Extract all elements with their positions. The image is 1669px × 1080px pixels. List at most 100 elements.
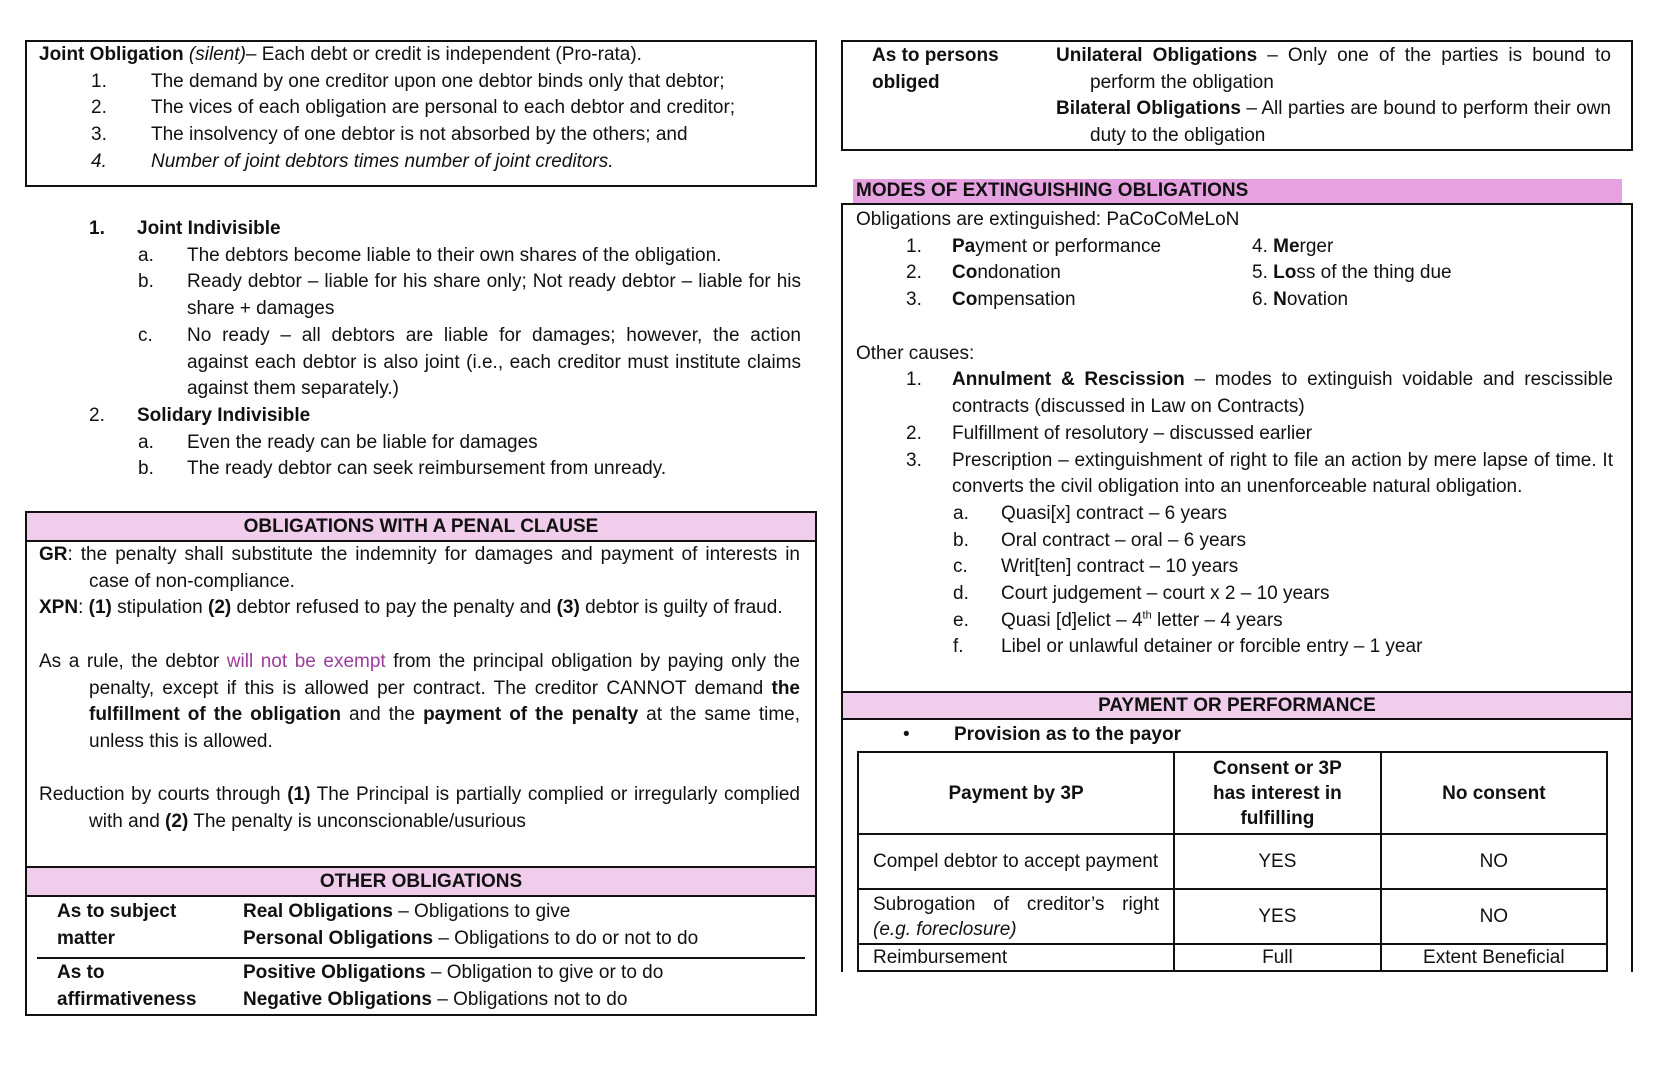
item-text: Number of joint debtors times number of …: [151, 150, 614, 172]
mnemonic-letters: Co: [952, 262, 978, 284]
text-bold: (2): [165, 811, 189, 832]
table-row: Reimbursement Full Extent Beneficial: [856, 943, 1609, 972]
table-cell: Extent Beneficial: [1379, 943, 1609, 972]
table-cell: Subrogation of creditor’s right (e.g. for…: [856, 888, 1176, 945]
list-item: c. No ready – all debtors are liable for …: [89, 323, 801, 403]
item-text: No ready – all debtors are liable for da…: [187, 324, 801, 400]
text: As a rule, the debtor: [39, 650, 227, 672]
item-number: 3.: [91, 124, 107, 146]
list-item: 3. The insolvency of one debtor is not ab…: [39, 122, 815, 149]
item-text: Quasi [d]elict – 4: [1001, 609, 1143, 631]
item-text: Even the ready can be liable for damages: [187, 431, 538, 453]
column-header: Payment by 3P: [856, 751, 1176, 835]
text: from the principal obligation by paying …: [89, 650, 800, 699]
list-item: 5. Loss of the thing due: [1252, 260, 1452, 287]
item-number: 6.: [1252, 289, 1274, 311]
item-text: Ready debtor – liable for his share only…: [187, 271, 801, 320]
item-text: ss of the thing due: [1296, 262, 1452, 284]
list-item: b. Ready debtor – liable for his share on…: [89, 269, 801, 322]
persons-obliged-box: As to persons obliged Unilateral Obligat…: [841, 40, 1633, 151]
type-desc: – Obligation to give or to do: [425, 962, 664, 983]
highlighted-text: will not be exempt: [226, 650, 386, 672]
mnemonic-letters: Co: [952, 289, 978, 311]
text-bold: (1): [287, 784, 311, 806]
reduction-paragraph: Reduction by courts through (1) The Prin…: [39, 782, 800, 835]
title-rest: – Each debt or credit is independent (Pr…: [245, 44, 642, 65]
text: :: [78, 597, 89, 619]
item-text: mpensation: [977, 289, 1076, 311]
type-desc: – Obligations to give: [392, 901, 571, 922]
row-label: As to subject matter: [57, 901, 177, 949]
payment-by-3p-table: Payment by 3P Consent or 3P has interest…: [856, 751, 1609, 972]
item-text: Oral contract – oral – 6 years: [1001, 529, 1246, 551]
list-item: f. Libel or unlawful detainer or forcible…: [856, 634, 1613, 661]
item-number: 2.: [906, 262, 922, 284]
mnemonic-letters: Me: [1273, 235, 1300, 257]
item-number: 2.: [89, 404, 105, 426]
list-item: 1. Annulment & Rescission – modes to exti…: [856, 367, 1613, 420]
item-number: 1.: [906, 369, 922, 391]
table-cell: YES: [1173, 833, 1382, 890]
item-text: Prescription – extinguishment of right t…: [952, 449, 1613, 498]
row-content: Positive Obligations – Obligation to giv…: [243, 960, 663, 1013]
type-name: Real Obligations: [243, 901, 393, 922]
mnemonic-letters: Pa: [952, 235, 976, 257]
rule-paragraph: As a rule, the debtor will not be exempt…: [39, 649, 800, 756]
list-item: 3. Compensation: [906, 287, 1161, 314]
bilateral-entry: Bilateral Obligations – All parties are …: [1056, 96, 1611, 149]
modes-intro: Obligations are extinguished: PaCoCoMeLo…: [856, 209, 1240, 230]
text-bold: (2): [208, 597, 232, 619]
type-name: Bilateral Obligations: [1056, 98, 1241, 120]
item-text: The insolvency of one debtor is not abso…: [151, 124, 688, 146]
text: debtor refused to pay the penalty and: [231, 597, 557, 619]
type-name: Positive Obligations: [243, 962, 426, 983]
row-content: Real Obligations – Obligations to give P…: [243, 899, 698, 952]
text: stipulation: [111, 597, 208, 619]
payment-header: PAYMENT OR PERFORMANCE: [843, 691, 1631, 720]
item-text: letter – 4 years: [1151, 609, 1283, 631]
item-letter: b.: [138, 271, 154, 293]
list-item: a. Quasi[x] contract – 6 years: [856, 501, 1613, 528]
text: The Principal is partially complied or i…: [89, 784, 800, 832]
list-item: 1. Payment or performance: [906, 234, 1161, 261]
provision-bullet-item: • Provision as to the payor: [843, 722, 1631, 749]
text: and the: [340, 704, 424, 726]
item-number: 2.: [906, 422, 922, 444]
item-letter: b.: [138, 458, 154, 480]
table-cell: YES: [1173, 888, 1382, 945]
other-causes-label: Other causes:: [856, 342, 975, 364]
title-note: (silent): [188, 44, 246, 65]
item-text: Fulfillment of resolutory – discussed ea…: [952, 422, 1313, 444]
text: at the same time, unless this is allowed…: [89, 704, 801, 752]
item-letter: d.: [953, 583, 969, 605]
list-item: 2. Condonation: [906, 260, 1161, 287]
modes-body: Obligations are extinguished: PaCoCoMeLo…: [843, 205, 1631, 691]
table-cell: Compel debtor to accept payment: [856, 833, 1176, 890]
solidary-indivisible-heading: 2. Solidary Indivisible: [89, 403, 801, 430]
table-header-row: Payment by 3P Consent or 3P has interest…: [856, 751, 1609, 835]
list-item: 3. Prescription – extinguishment of right…: [856, 448, 1613, 501]
type-desc: – Obligations not to do: [431, 988, 628, 1010]
text: debtor is guilty of fraud.: [579, 597, 783, 619]
item-number: 1.: [906, 235, 922, 257]
table-cell: NO: [1379, 833, 1609, 890]
heading-text: Joint Indivisible: [137, 218, 281, 239]
item-text: ovation: [1286, 289, 1349, 311]
cell-note: (e.g. foreclosure): [873, 918, 1017, 940]
prescription-periods: a. Quasi[x] contract – 6 years b. Oral con…: [856, 501, 1613, 661]
mnemonic-letters: Lo: [1273, 262, 1297, 284]
list-item: 2. The vices of each obligation are perso…: [39, 95, 815, 122]
modes-list: 1. Payment or performance 2. Condonation 3…: [856, 234, 1613, 314]
item-letter: e.: [953, 609, 969, 631]
table-cell: Full: [1173, 943, 1382, 972]
item-text: rger: [1299, 235, 1334, 257]
item-letter: a.: [138, 431, 154, 453]
joint-obligation-box: Joint Obligation (silent)– Each debt or …: [25, 40, 817, 187]
item-text: – modes to extinguish voidable and resci…: [952, 369, 1613, 418]
other-obligations-header: OTHER OBLIGATIONS: [27, 866, 815, 897]
list-item: 2. Fulfillment of resolutory – discussed …: [856, 421, 1613, 448]
column-header: Consent or 3P has interest in fulfilling: [1173, 751, 1382, 835]
xpn-label: XPN: [39, 597, 79, 619]
item-text: Writ[ten] contract – 10 years: [1001, 556, 1239, 578]
bullet-icon: •: [903, 724, 910, 745]
